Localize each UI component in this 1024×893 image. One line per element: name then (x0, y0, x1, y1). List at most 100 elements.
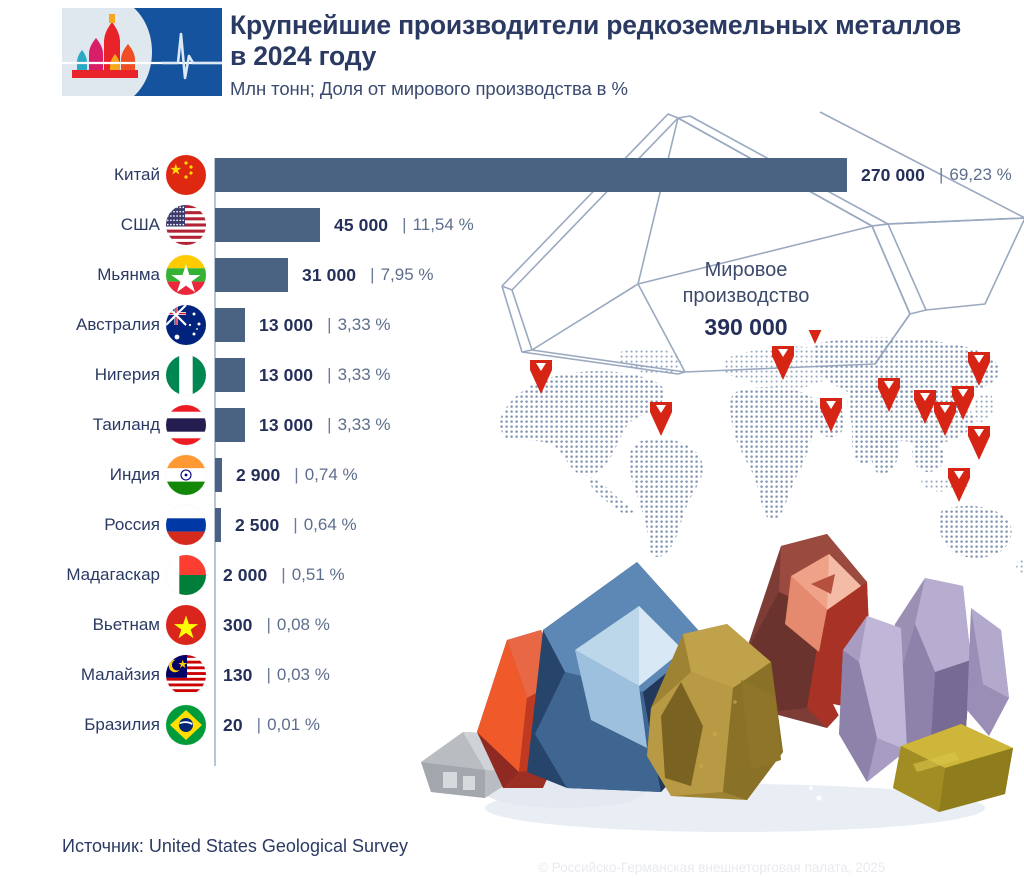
percent-text: 0,51 % (291, 565, 345, 584)
flag-mm-icon (166, 255, 206, 295)
country-label: Китай (114, 165, 160, 184)
crystal-ochre (647, 624, 783, 800)
value-text: 13 000 (259, 314, 314, 335)
value-group: 2 900 | 0,74 % (236, 450, 358, 500)
world-map (470, 310, 1024, 580)
world-production-value: 390 000 (704, 314, 788, 341)
value-group: 20 | 0,01 % (223, 700, 320, 750)
value-text: 2 500 (235, 514, 280, 535)
percent-text: 3,33 % (337, 365, 391, 384)
value-text: 20 (223, 714, 243, 735)
value-bar (215, 208, 320, 242)
value-group: 2 000 | 0,51 % (223, 550, 345, 600)
world-production-label-1: Мировое (704, 259, 788, 281)
flag-ru-icon (166, 505, 206, 545)
bar-chart: Китай 270 000 | 69,23 % США 45 000 | 11,54 % М… (0, 150, 1024, 770)
value-separator: | (327, 365, 332, 384)
flag-au-icon (166, 305, 206, 345)
flag-in-icon (166, 455, 206, 495)
country-label: Мьянма (97, 265, 160, 284)
percent-text: 0,74 % (304, 465, 358, 484)
flag-vn-icon (166, 605, 206, 645)
flag-my-icon (166, 655, 206, 695)
world-production-label-2: производство (682, 284, 810, 307)
chart-row: Бразилия 20 | 0,01 % (0, 700, 1024, 750)
value-bar (215, 408, 245, 442)
percent-text: 0,08 % (276, 615, 330, 634)
flag-us-icon (166, 205, 206, 245)
flag-br-icon (166, 705, 206, 745)
chart-row: Вьетнам 300 | 0,08 % (0, 600, 1024, 650)
value-separator: | (370, 265, 375, 284)
value-bar (215, 358, 245, 392)
value-text: 270 000 (861, 164, 925, 185)
value-bar (215, 258, 288, 292)
header: Крупнейшие производители редкоземельных … (62, 8, 962, 104)
percent-text: 11,54 % (412, 215, 474, 234)
country-label: Бразилия (84, 715, 160, 734)
chart-row: Мьянма 31 000 | 7,95 % (0, 250, 1024, 300)
value-group: 2 500 | 0,64 % (235, 500, 357, 550)
country-label: Россия (104, 515, 160, 534)
chart-row: Россия 2 500 | 0,64 % (0, 500, 1024, 550)
value-text: 13 000 (259, 364, 314, 385)
value-separator: | (938, 165, 944, 184)
ahk-russia-logo (62, 8, 222, 96)
title-block: Крупнейшие производители редкоземельных … (230, 10, 970, 100)
percent-text: 7,95 % (380, 265, 434, 284)
page-title: Крупнейшие производители редкоземельных … (230, 10, 962, 72)
chart-row: Малайзия 130 | 0,03 % (0, 650, 1024, 700)
chart-axis-line (214, 158, 216, 766)
value-bar (215, 158, 847, 192)
value-bar (215, 308, 245, 342)
chart-row: Индия 2 900 | 0,74 % (0, 450, 1024, 500)
value-group: 13 000 | 3,33 % (259, 400, 391, 450)
value-bar (215, 508, 221, 542)
percent-text: 3,33 % (337, 415, 391, 434)
value-text: 300 (223, 614, 253, 635)
chart-row: Нигерия 13 000 | 3,33 % (0, 350, 1024, 400)
chart-row: Мадагаскар 2 000 | 0,51 % (0, 550, 1024, 600)
value-separator: | (402, 215, 407, 234)
value-group: 45 000 | 11,54 % (334, 200, 474, 250)
value-separator: | (281, 565, 286, 584)
country-label: Малайзия (80, 665, 160, 684)
percent-text: 0,01 % (267, 715, 321, 734)
country-label: Таиланд (92, 415, 160, 434)
country-label: Индия (109, 465, 160, 484)
percent-text: 0,64 % (303, 515, 357, 534)
country-label: Вьетнам (92, 615, 160, 634)
value-group: 130 | 0,03 % (223, 650, 330, 700)
value-separator: | (293, 515, 298, 534)
value-text: 31 000 (302, 264, 357, 285)
flag-th-icon (166, 405, 206, 445)
flag-cn-icon (166, 155, 206, 195)
value-group: 13 000 | 3,33 % (259, 350, 391, 400)
flag-mg-icon (166, 555, 206, 595)
value-bar (215, 458, 222, 492)
country-label: Австралия (76, 315, 160, 334)
world-production-callout: Мировое производство 390 000 (596, 258, 896, 343)
country-label: Нигерия (94, 365, 160, 384)
chart-row: США 45 000 | 11,54 % (0, 200, 1024, 250)
value-separator: | (266, 665, 271, 684)
flag-ng-icon (166, 355, 206, 395)
value-text: 13 000 (259, 414, 314, 435)
percent-text: 3,33 % (337, 315, 391, 334)
value-text: 45 000 (334, 214, 389, 235)
country-label: Мадагаскар (66, 565, 160, 584)
map-continents (498, 337, 1024, 573)
percent-text: 69,23 % (949, 165, 1012, 184)
value-group: 13 000 | 3,33 % (259, 300, 391, 350)
value-separator: | (256, 715, 262, 734)
value-text: 130 (223, 664, 253, 685)
chart-row: Таиланд 13 000 | 3,33 % (0, 400, 1024, 450)
value-separator: | (266, 615, 271, 634)
crystal-olive (893, 724, 1013, 812)
page-subtitle: Млн тонн; Доля от мирового производства … (230, 77, 628, 99)
mineral-crystals-illustration (415, 520, 1024, 850)
country-label: США (120, 215, 160, 234)
percent-text: 0,03 % (276, 665, 330, 684)
value-separator: | (327, 415, 332, 434)
